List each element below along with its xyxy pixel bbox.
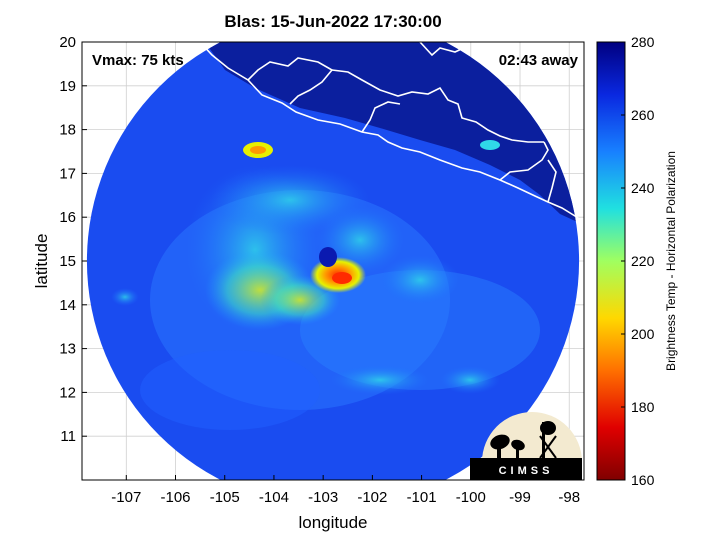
colorbar-tick-label: 260 <box>631 107 655 123</box>
colorbar-tick-label: 180 <box>631 399 655 415</box>
y-tick-label: 18 <box>59 122 76 139</box>
colorbar-tick-label: 240 <box>631 180 655 196</box>
x-tick-label: -106 <box>160 489 190 506</box>
x-axis-ticks: -107 -106 -105 -104 -103 -102 -101 -100 -99 -98 <box>111 475 580 506</box>
colorbar <box>596 41 626 481</box>
x-tick-label: -107 <box>111 489 141 506</box>
time-away-annotation: 02:43 away <box>498 52 578 69</box>
colorbar-tick-label: 200 <box>631 326 655 342</box>
x-tick-label: -103 <box>308 489 338 506</box>
vmax-annotation: Vmax: 75 kts <box>92 52 184 69</box>
x-tick-label: -105 <box>210 489 240 506</box>
y-tick-label: 16 <box>59 209 76 226</box>
cimss-logo-text: CIMSS <box>499 465 554 477</box>
colorbar-tick-label: 160 <box>631 472 655 488</box>
x-tick-label: -104 <box>259 489 289 506</box>
x-tick-label: -99 <box>509 489 531 506</box>
y-tick-label: 17 <box>59 165 76 182</box>
cimss-logo: CIMSS <box>470 412 582 480</box>
brightness-temperature-swath <box>86 42 580 480</box>
y-tick-label: 12 <box>59 384 76 401</box>
storm-eye <box>319 247 337 267</box>
y-tick-label: 11 <box>60 428 76 445</box>
y-axis-label: latitude <box>32 234 51 289</box>
x-tick-label: -98 <box>558 489 580 506</box>
colorbar-tick-label: 280 <box>631 34 655 50</box>
colorbar-label: Brightness Temp - Horizontal Polarizatio… <box>664 151 678 371</box>
y-tick-label: 13 <box>59 341 76 358</box>
y-tick-label: 19 <box>59 78 76 95</box>
plot-title: Blas: 15-Jun-2022 17:30:00 <box>224 12 442 31</box>
y-tick-label: 14 <box>59 297 76 314</box>
y-tick-label: 15 <box>59 253 76 270</box>
x-axis-label: longitude <box>298 513 367 532</box>
y-axis-ticks: 11 12 13 14 15 16 17 18 19 20 <box>59 34 87 445</box>
colorbar-tick-label: 220 <box>631 253 655 269</box>
colorbar-ticks: 160 180 200 220 240 260 280 <box>621 34 655 488</box>
x-tick-label: -100 <box>456 489 486 506</box>
coastline <box>199 42 584 223</box>
x-tick-label: -102 <box>357 489 387 506</box>
y-tick-label: 20 <box>59 34 76 51</box>
x-tick-label: -101 <box>407 489 437 506</box>
